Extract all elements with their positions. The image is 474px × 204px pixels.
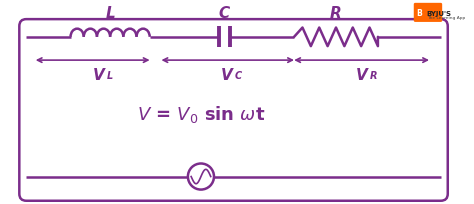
Text: V: V bbox=[221, 68, 232, 83]
Text: V: V bbox=[356, 68, 367, 83]
Text: C: C bbox=[235, 71, 242, 81]
Text: R: R bbox=[330, 6, 342, 20]
FancyBboxPatch shape bbox=[414, 4, 442, 23]
Text: B: B bbox=[416, 9, 422, 18]
Text: R: R bbox=[370, 71, 377, 81]
Text: BYJU'S: BYJU'S bbox=[427, 11, 452, 17]
Text: C: C bbox=[219, 6, 230, 20]
Text: The Learning App: The Learning App bbox=[427, 16, 465, 20]
Text: $\mathit{V}$ = $\mathit{V_0}$ sin $\omega$t: $\mathit{V}$ = $\mathit{V_0}$ sin $\omeg… bbox=[137, 104, 265, 125]
Text: L: L bbox=[107, 71, 113, 81]
Text: L: L bbox=[105, 6, 115, 20]
Text: V: V bbox=[92, 68, 104, 83]
